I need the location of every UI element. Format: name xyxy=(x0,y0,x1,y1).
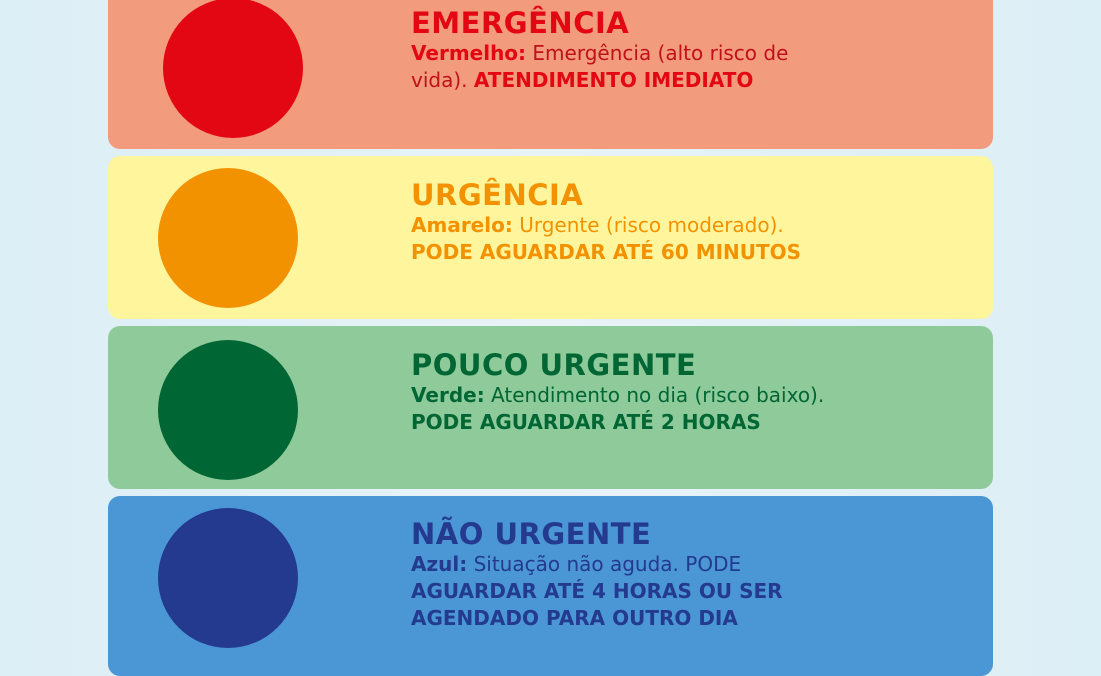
level-title: POUCO URGENTE xyxy=(411,348,697,382)
action: PODE AGUARDAR ATÉ 2 HORAS xyxy=(411,410,761,434)
card-urgencia: URGÊNCIA Amarelo: Urgente (risco moderad… xyxy=(108,156,993,319)
red-circle-icon xyxy=(163,0,303,138)
color-label: Vermelho: xyxy=(411,41,527,65)
level-title: EMERGÊNCIA xyxy=(411,6,630,40)
color-label: Verde: xyxy=(411,383,485,407)
description: Situação não aguda. PODE xyxy=(467,552,742,576)
level-title: NÃO URGENTE xyxy=(411,517,652,551)
card-pouco-urgente: POUCO URGENTE Verde: Atendimento no dia … xyxy=(108,326,993,489)
description: Atendimento no dia (risco baixo). xyxy=(484,383,825,407)
action: ATENDIMENTO IMEDIATO xyxy=(473,68,754,92)
orange-circle-icon xyxy=(158,168,298,308)
description: Urgente (risco moderado). xyxy=(512,213,784,237)
green-circle-icon xyxy=(158,340,298,480)
card-emergencia: EMERGÊNCIA Vermelho: Emergência (alto ri… xyxy=(108,0,993,149)
description: Emergência (alto risco de vida). xyxy=(411,41,789,92)
color-label: Azul: xyxy=(411,552,468,576)
blue-circle-icon xyxy=(158,508,298,648)
card-nao-urgente: NÃO URGENTE Azul: Situação não aguda. PO… xyxy=(108,496,993,676)
action: AGUARDAR ATÉ 4 HORAS OU SER AGENDADO PAR… xyxy=(411,579,783,630)
level-title: URGÊNCIA xyxy=(411,178,584,212)
action: PODE AGUARDAR ATÉ 60 MINUTOS xyxy=(411,240,802,264)
color-label: Amarelo: xyxy=(411,213,513,237)
